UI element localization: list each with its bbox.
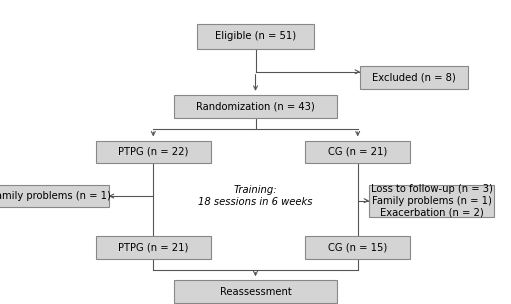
Text: Excluded (n = 8): Excluded (n = 8) — [372, 73, 456, 82]
FancyBboxPatch shape — [305, 140, 410, 164]
FancyBboxPatch shape — [197, 24, 314, 49]
Text: PTPG (n = 21): PTPG (n = 21) — [118, 243, 189, 253]
FancyBboxPatch shape — [0, 185, 109, 208]
FancyBboxPatch shape — [305, 237, 410, 259]
FancyBboxPatch shape — [174, 280, 337, 303]
Text: Randomization (n = 43): Randomization (n = 43) — [196, 102, 315, 111]
FancyBboxPatch shape — [96, 140, 211, 164]
FancyBboxPatch shape — [360, 66, 468, 89]
Text: Loss to follow-up (n = 3)
Family problems (n = 1)
Exacerbation (n = 2): Loss to follow-up (n = 3) Family problem… — [371, 184, 493, 217]
Text: CG (n = 15): CG (n = 15) — [328, 243, 387, 253]
Text: Eligible (n = 51): Eligible (n = 51) — [215, 32, 296, 41]
Text: CG (n = 21): CG (n = 21) — [328, 147, 387, 157]
FancyBboxPatch shape — [96, 237, 211, 259]
FancyBboxPatch shape — [174, 95, 337, 118]
Text: PTPG (n = 22): PTPG (n = 22) — [118, 147, 189, 157]
FancyBboxPatch shape — [369, 185, 494, 216]
Text: Reassessment: Reassessment — [220, 287, 291, 297]
Text: Training:
18 sessions in 6 weeks: Training: 18 sessions in 6 weeks — [198, 185, 313, 207]
Text: Family problems (n = 1): Family problems (n = 1) — [0, 191, 111, 201]
